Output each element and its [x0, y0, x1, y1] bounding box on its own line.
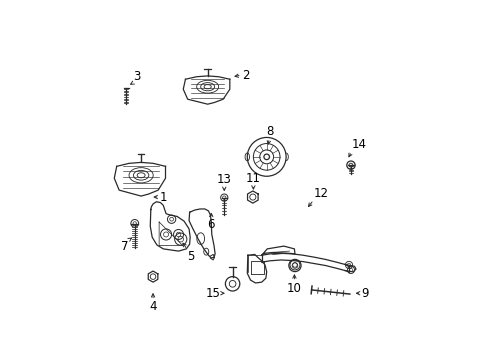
Text: 9: 9 — [361, 287, 368, 300]
Text: 5: 5 — [187, 250, 194, 263]
Text: 15: 15 — [205, 287, 220, 300]
Text: 8: 8 — [265, 125, 273, 138]
Text: 4: 4 — [149, 301, 157, 314]
Text: 2: 2 — [241, 68, 249, 82]
Text: 7: 7 — [121, 240, 128, 253]
Text: 14: 14 — [351, 138, 366, 151]
Text: 10: 10 — [286, 282, 301, 294]
Text: 6: 6 — [207, 219, 215, 231]
Text: 12: 12 — [313, 187, 328, 200]
Text: 13: 13 — [216, 173, 231, 186]
Text: 11: 11 — [245, 172, 261, 185]
Text: 1: 1 — [160, 190, 167, 203]
Text: 3: 3 — [133, 69, 141, 82]
